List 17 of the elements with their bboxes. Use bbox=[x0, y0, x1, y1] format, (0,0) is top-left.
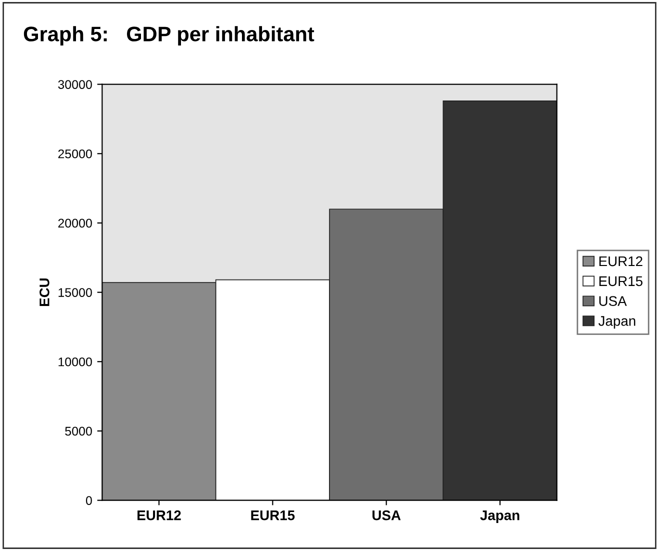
chart-title: Graph 5: GDP per inhabitant bbox=[24, 26, 314, 46]
x-tick-label: Japan bbox=[480, 510, 520, 523]
x-tick-label: EUR15 bbox=[251, 510, 295, 520]
legend-label: EUR12 bbox=[599, 256, 642, 266]
y-tick-label: 15000 bbox=[58, 288, 92, 297]
y-tick-label: 20000 bbox=[58, 218, 92, 228]
y-tick-label: 10000 bbox=[58, 357, 92, 366]
y-tick-label: 0 bbox=[86, 496, 92, 505]
legend-label: Japan bbox=[598, 316, 636, 329]
legend-label: USA bbox=[599, 296, 627, 306]
x-tick-label: EUR12 bbox=[138, 510, 181, 520]
x-tick-label: USA bbox=[372, 510, 401, 520]
legend-label: EUR15 bbox=[599, 276, 642, 286]
y-tick-label: 25000 bbox=[58, 149, 92, 158]
y-axis-title: ECU bbox=[40, 278, 50, 306]
y-tick-label: 30000 bbox=[58, 80, 92, 89]
y-tick-label: 5000 bbox=[65, 426, 92, 436]
